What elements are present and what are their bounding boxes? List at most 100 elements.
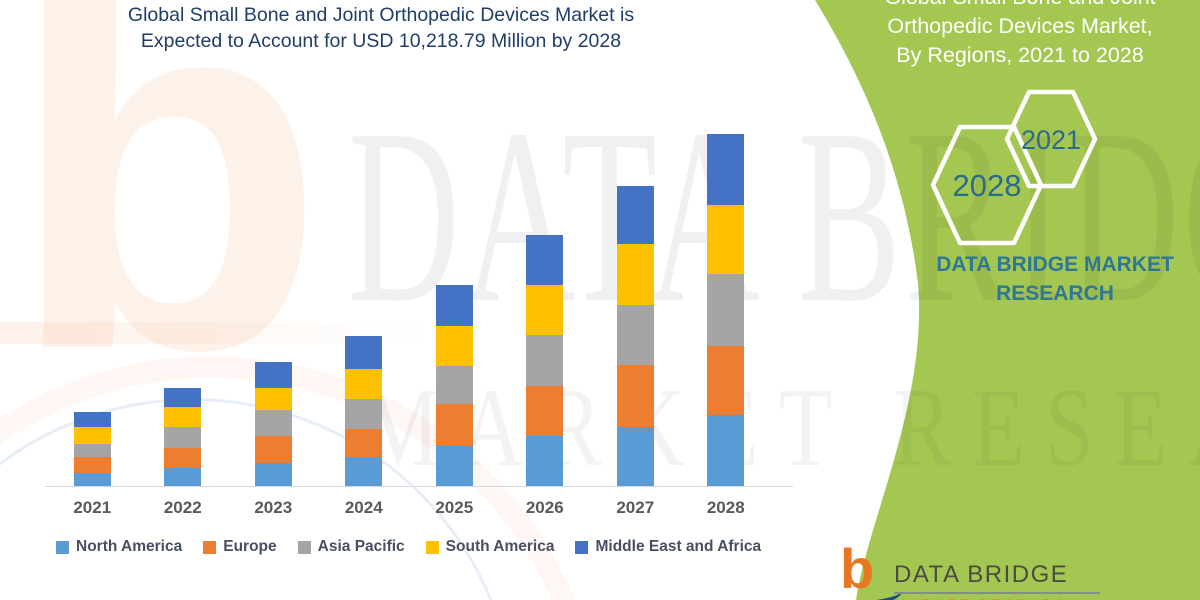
bar-stack-2027 bbox=[616, 185, 654, 487]
legend-item-south-america: South America bbox=[425, 538, 555, 556]
bar-stack-2024 bbox=[345, 336, 383, 487]
bar-segment-middle-east-and-africa-2027 bbox=[616, 185, 654, 244]
x-axis-line bbox=[45, 486, 793, 487]
panel-title: Global Small Bone and Joint Orthopedic D… bbox=[845, 0, 1195, 70]
bar-segment-north-america-2026 bbox=[526, 436, 564, 487]
legend: North America Europe Asia Pacific South Ame… bbox=[56, 538, 761, 556]
company-logo-subtitle: MARKET RESEARCH bbox=[894, 597, 1114, 600]
bar-column-2026 bbox=[500, 134, 591, 487]
bar-segment-asia-pacific-2022 bbox=[164, 427, 202, 448]
bar-segment-middle-east-and-africa-2028 bbox=[707, 134, 745, 206]
panel-brand-line2: RESEARCH bbox=[996, 282, 1114, 305]
bar-stack-2023 bbox=[254, 362, 292, 487]
bar-segment-europe-2026 bbox=[526, 386, 564, 436]
background-logo-b-watermark: b bbox=[8, 0, 326, 458]
year-hexagons: 2028 2021 bbox=[930, 89, 1098, 246]
bar-segment-north-america-2025 bbox=[435, 446, 473, 487]
bar-segment-north-america-2027 bbox=[616, 427, 654, 487]
bar-segment-south-america-2025 bbox=[435, 325, 473, 367]
bar-segment-europe-2025 bbox=[435, 404, 473, 446]
bar-column-2028 bbox=[681, 134, 772, 487]
x-axis-label-2027: 2027 bbox=[616, 498, 655, 517]
legend-swatch-icon bbox=[297, 540, 311, 554]
hexagon-2021-outline bbox=[1004, 89, 1098, 189]
x-axis-label-2021: 2021 bbox=[73, 498, 112, 517]
legend-label: North America bbox=[76, 538, 183, 555]
x-axis-label-2028: 2028 bbox=[706, 498, 745, 517]
bar-column-2022 bbox=[138, 134, 229, 487]
legend-swatch-icon bbox=[425, 540, 439, 554]
bar-segment-middle-east-and-africa-2021 bbox=[73, 412, 111, 428]
company-logo-name: DATA BRIDGE bbox=[894, 561, 1069, 588]
bar-segment-north-america-2028 bbox=[707, 414, 745, 487]
bar-column-2024 bbox=[319, 134, 410, 487]
chart-title-line2: Expected to Account for USD 10,218.79 Mi… bbox=[140, 30, 622, 52]
bar-chart-plot-area bbox=[47, 134, 771, 487]
bar-segment-middle-east-and-africa-2022 bbox=[164, 387, 202, 408]
bar-segment-south-america-2024 bbox=[345, 368, 383, 399]
panel-brand-line1: DATA BRIDGE MARKET bbox=[936, 253, 1174, 276]
legend-label: Asia Pacific bbox=[317, 538, 405, 555]
bar-segment-south-america-2022 bbox=[164, 407, 202, 428]
company-logo-b-icon: b bbox=[840, 537, 875, 600]
legend-item-europe: Europe bbox=[203, 538, 277, 556]
bar-segment-asia-pacific-2023 bbox=[254, 409, 292, 437]
chart-title: Global Small Bone and Joint Orthopedic D… bbox=[36, 2, 726, 54]
bar-segment-asia-pacific-2024 bbox=[345, 398, 383, 429]
bar-stack-2021 bbox=[73, 412, 111, 487]
panel-title-line3: By Regions, 2021 to 2028 bbox=[896, 43, 1144, 67]
bar-segment-north-america-2022 bbox=[164, 468, 202, 487]
bar-stack-2028 bbox=[707, 134, 745, 487]
hexagon-2028-label: 2028 bbox=[953, 168, 1022, 203]
bar-segment-europe-2021 bbox=[73, 456, 111, 473]
bar-column-2021 bbox=[47, 134, 138, 487]
bar-column-2023 bbox=[228, 134, 319, 487]
bar-segment-middle-east-and-africa-2024 bbox=[345, 336, 383, 369]
bar-column-2025 bbox=[409, 134, 500, 487]
legend-label: Europe bbox=[223, 538, 277, 555]
bar-segment-asia-pacific-2026 bbox=[526, 335, 564, 386]
x-axis-label-2026: 2026 bbox=[525, 498, 564, 517]
bar-segment-south-america-2027 bbox=[616, 243, 654, 305]
company-logo: b DATA BRIDGE MARKET RESEARCH bbox=[834, 541, 1120, 600]
legend-swatch-icon bbox=[203, 540, 217, 554]
bar-segment-asia-pacific-2025 bbox=[435, 366, 473, 405]
legend-swatch-icon bbox=[575, 540, 589, 554]
bar-segment-europe-2027 bbox=[616, 365, 654, 427]
legend-item-north-america: North America bbox=[56, 538, 182, 556]
bar-segment-europe-2023 bbox=[254, 436, 292, 463]
bar-segment-north-america-2023 bbox=[254, 463, 292, 487]
background-band bbox=[0, 322, 430, 344]
x-axis-label-2023: 2023 bbox=[254, 498, 293, 517]
bar-segment-asia-pacific-2021 bbox=[73, 444, 111, 457]
bar-segment-south-america-2021 bbox=[73, 427, 111, 445]
bar-segment-south-america-2023 bbox=[254, 387, 292, 410]
legend-label: South America bbox=[445, 538, 555, 555]
panel-brand-text: DATA BRIDGE MARKET RESEARCH bbox=[880, 250, 1200, 308]
bar-segment-middle-east-and-africa-2025 bbox=[435, 285, 473, 326]
bar-segment-south-america-2026 bbox=[526, 285, 564, 336]
hexagon-2021-label: 2021 bbox=[1021, 125, 1081, 155]
panel-title-line1: Global Small Bone and Joint bbox=[845, 0, 1195, 12]
x-axis-labels: 2021 2022 2023 2024 2025 2026 2027 2028 bbox=[47, 498, 771, 518]
bar-segment-europe-2022 bbox=[164, 448, 202, 468]
bar-segment-europe-2028 bbox=[707, 346, 745, 415]
green-panel-shape bbox=[815, 0, 1200, 600]
bar-column-2027 bbox=[590, 134, 681, 487]
bar-segment-asia-pacific-2027 bbox=[616, 304, 654, 366]
bar-segment-europe-2024 bbox=[345, 428, 383, 458]
bar-stack-2026 bbox=[526, 235, 564, 487]
legend-item-middle-east-and-africa: Middle East and Africa bbox=[575, 538, 761, 556]
bar-stack-2025 bbox=[435, 285, 473, 487]
bar-stack-2022 bbox=[164, 387, 202, 487]
legend-label: Middle East and Africa bbox=[595, 538, 762, 555]
company-logo-text: DATA BRIDGE MARKET RESEARCH bbox=[894, 561, 1114, 600]
bar-segment-south-america-2028 bbox=[707, 205, 745, 275]
bar-segment-middle-east-and-africa-2023 bbox=[254, 362, 292, 388]
bar-segment-asia-pacific-2028 bbox=[707, 274, 745, 347]
panel-title-line2: Orthopedic Devices Market, bbox=[887, 14, 1153, 38]
chart-title-line1: Global Small Bone and Joint Orthopedic D… bbox=[127, 4, 635, 26]
legend-item-asia-pacific: Asia Pacific bbox=[297, 538, 405, 556]
x-axis-label-2022: 2022 bbox=[163, 498, 202, 517]
